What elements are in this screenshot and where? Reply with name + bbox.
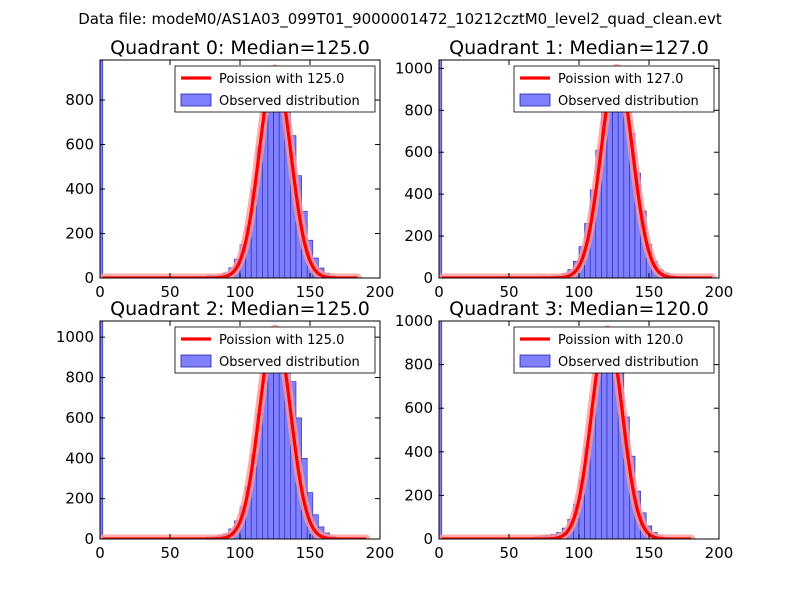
x-tick-label: 200 [366, 283, 395, 301]
legend-label-observed: Observed distribution [219, 355, 360, 370]
x-tick-label: 200 [366, 544, 395, 562]
legend-bar-swatch [519, 93, 551, 107]
y-tick-label: 600 [404, 143, 433, 161]
subplot-title: Quadrant 1: Median=127.0 [449, 37, 709, 59]
legend: Poission with 127.0 Observed distribution [513, 65, 715, 113]
poisson-curve-line [102, 67, 358, 278]
subplot-quadrant-1: 0 50 100 150 200 0 200 400 600 800 1000 Quadrant 1:… [395, 37, 734, 301]
subplot-title: Quadrant 2: Median=125.0 [110, 298, 370, 320]
y-tick-label: 200 [404, 227, 433, 245]
y-tick-label: 1000 [395, 59, 433, 77]
x-tick-label: 0 [95, 544, 105, 562]
x-tick-label: 50 [499, 283, 518, 301]
x-tick-label: 100 [226, 544, 255, 562]
y-tick-label: 1000 [56, 328, 94, 346]
y-tick-label: 600 [65, 136, 94, 154]
y-tick-label: 400 [404, 443, 433, 461]
x-tick-label: 50 [499, 544, 518, 562]
x-tick-label: 200 [705, 283, 734, 301]
subplot-grid: 0 50 100 150 200 0 200 400 600 800 Quadrant 0: Med… [56, 37, 734, 562]
subplot-title: Quadrant 3: Median=120.0 [449, 298, 709, 320]
subplot-quadrant-0: 0 50 100 150 200 0 200 400 600 800 Quadrant 0: Med… [65, 37, 394, 301]
legend: Poission with 125.0 Observed distribution [174, 326, 376, 374]
histogram-bar [267, 344, 274, 539]
subplot-quadrant-2: 0 50 100 150 200 0 200 400 600 800 1000 Quadrant 2:… [56, 298, 395, 562]
legend-label-poisson: Poission with 120.0 [558, 333, 683, 348]
histogram-zero-bar [439, 60, 443, 278]
y-tick-label: 600 [65, 409, 94, 427]
x-tick-label: 0 [434, 544, 444, 562]
x-tick-label: 150 [635, 283, 664, 301]
x-tick-label: 100 [565, 544, 594, 562]
y-tick-label: 800 [65, 91, 94, 109]
legend-label-observed: Observed distribution [558, 355, 699, 370]
x-tick-label: 200 [705, 544, 734, 562]
legend-label-poisson: Poission with 127.0 [558, 72, 683, 87]
x-tick-label: 0 [434, 283, 444, 301]
x-tick-label: 0 [95, 283, 105, 301]
poisson-curve-line [102, 327, 367, 539]
histogram-bar [601, 346, 608, 539]
x-tick-label: 150 [296, 544, 325, 562]
y-tick-label: 800 [404, 101, 433, 119]
y-tick-label: 800 [404, 356, 433, 374]
x-tick-label: 150 [296, 283, 325, 301]
y-tick-label: 400 [404, 185, 433, 203]
x-tick-label: 100 [226, 283, 255, 301]
plot-area [439, 60, 717, 278]
y-tick-label: 0 [423, 530, 433, 548]
x-tick-label: 50 [160, 283, 179, 301]
legend: Poission with 125.0 Observed distribution [174, 65, 376, 113]
y-tick-label: 1000 [395, 312, 433, 330]
subplot-title: Quadrant 0: Median=125.0 [110, 37, 370, 59]
legend-label-observed: Observed distribution [219, 94, 360, 109]
plot-area [100, 321, 371, 539]
y-tick-label: 200 [65, 490, 94, 508]
histogram-zero-bar [100, 321, 104, 539]
x-tick-label: 150 [635, 544, 664, 562]
y-tick-label: 400 [65, 449, 94, 467]
legend: Poission with 120.0 Observed distribution [513, 326, 715, 374]
subplot-quadrant-3: 0 50 100 150 200 0 200 400 600 800 1000 Quadrant 3:… [395, 298, 734, 562]
y-tick-label: 200 [65, 225, 94, 243]
y-tick-label: 800 [65, 369, 94, 387]
legend-label-poisson: Poission with 125.0 [219, 333, 344, 348]
legend-bar-swatch [519, 354, 551, 368]
figure-suptitle: Data file: modeM0/AS1A03_099T01_90000014… [78, 10, 722, 29]
legend-bar-swatch [180, 93, 212, 107]
histogram-zero-bar [439, 321, 443, 539]
y-tick-label: 0 [84, 269, 94, 287]
x-tick-label: 50 [160, 544, 179, 562]
y-tick-label: 0 [84, 530, 94, 548]
y-tick-label: 0 [423, 269, 433, 287]
x-tick-label: 100 [565, 283, 594, 301]
y-tick-label: 600 [404, 399, 433, 417]
legend-label-poisson: Poission with 125.0 [219, 72, 344, 87]
plot-area [439, 321, 696, 539]
legend-label-observed: Observed distribution [558, 94, 699, 109]
legend-bar-swatch [180, 354, 212, 368]
y-tick-label: 400 [65, 180, 94, 198]
histogram-zero-bar [100, 60, 104, 278]
poisson-curve-line [441, 66, 713, 278]
y-tick-label: 200 [404, 486, 433, 504]
